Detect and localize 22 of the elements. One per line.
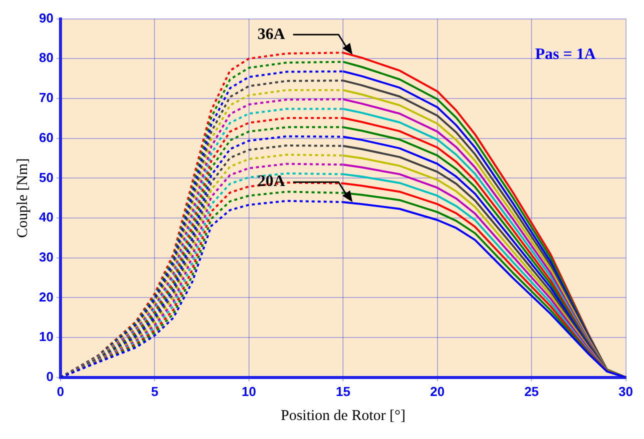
- x-tick-label: 30: [618, 384, 634, 399]
- y-tick-label: 40: [38, 210, 54, 225]
- y-tick-label: 20: [38, 289, 54, 304]
- x-tick-label: 10: [242, 384, 256, 399]
- y-tick-label: 90: [38, 10, 54, 26]
- y-tick-label: 60: [38, 130, 54, 145]
- annotation: Pas = 1A: [535, 46, 596, 63]
- y-tick-label: 0: [46, 368, 54, 384]
- annotation: 36A: [258, 26, 286, 43]
- y-tick-label: 30: [38, 249, 54, 264]
- x-tick-label: 5: [151, 384, 158, 399]
- y-tick-label: 80: [38, 50, 54, 66]
- x-tick-label: 15: [336, 384, 350, 399]
- x-axis-title: Position de Rotor [°]: [280, 408, 406, 424]
- y-tick-label: 50: [38, 170, 54, 185]
- x-tick-label: 25: [524, 384, 539, 399]
- x-tick-label: 0: [56, 384, 64, 399]
- y-tick-label: 10: [38, 329, 54, 344]
- y-tick-label: 70: [38, 90, 54, 106]
- y-axis-title: Couple [Nm]: [14, 158, 31, 238]
- x-tick-label: 20: [430, 384, 445, 399]
- annotation: 20A: [258, 173, 286, 190]
